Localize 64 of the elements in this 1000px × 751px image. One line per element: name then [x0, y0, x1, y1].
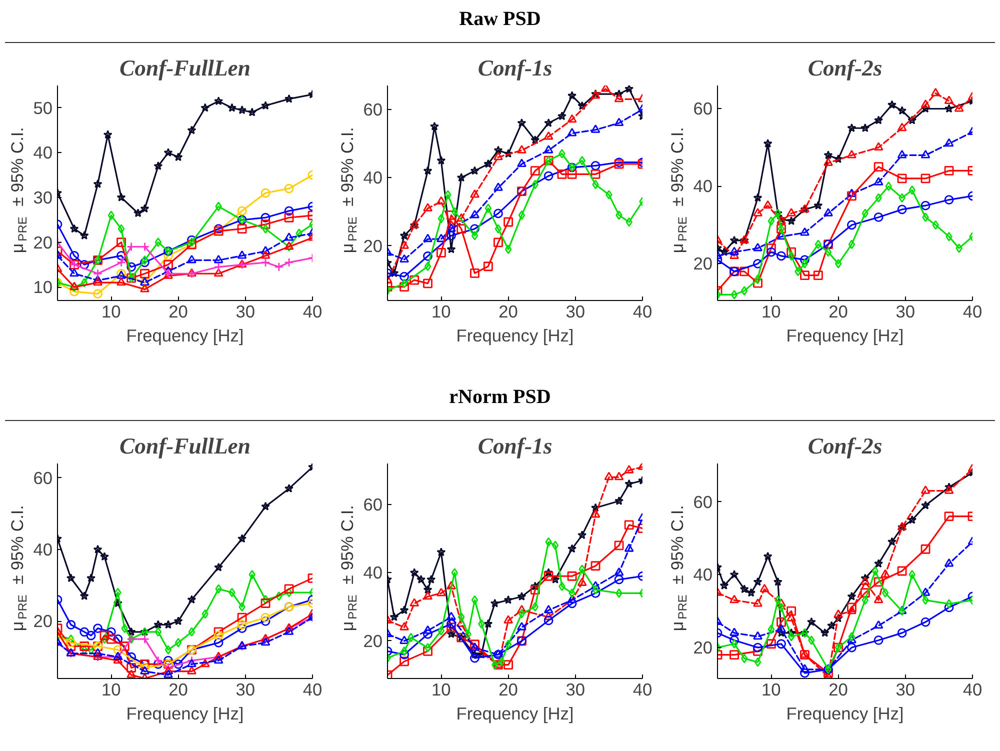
y-tick-label: 40 [693, 564, 713, 585]
y-axis-title: μPRE ± 95% C.I. [668, 127, 690, 254]
y-tick-label: 20 [33, 611, 53, 632]
chart-title: Conf-1s [478, 434, 552, 458]
x-axis-title: Frequency [Hz] [126, 326, 244, 346]
y-tick-label: 60 [363, 99, 383, 120]
y-tick-label: 40 [33, 142, 53, 163]
y-axis-title: μPRE ± 95% C.I. [338, 127, 360, 254]
x-tick-label: 40 [962, 302, 982, 322]
x-tick-label: 40 [632, 680, 652, 700]
x-axis-title: Frequency [Hz] [786, 326, 904, 346]
y-axis-title: μPRE ± 95% C.I. [8, 505, 30, 632]
x-tick-label: 10 [432, 302, 451, 322]
text: Raw PSD [459, 7, 541, 32]
x-tick-label: 20 [828, 302, 848, 322]
x-axis-title: Frequency [Hz] [786, 704, 904, 724]
chart-title: Conf-FullLen [120, 434, 250, 458]
y-tick-label: 30 [33, 187, 53, 208]
x-tick-label: 10 [762, 302, 781, 322]
x-tick-label: 30 [566, 302, 586, 322]
y-tick-label: 10 [33, 277, 53, 298]
y-axis-title: μPRE ± 95% C.I. [668, 505, 690, 632]
x-axis-title: Frequency [Hz] [126, 704, 244, 724]
text: rNorm PSD [449, 385, 551, 410]
x-tick-label: 40 [302, 302, 322, 322]
y-tick-label: 50 [33, 98, 53, 118]
y-axis-title: μPRE ± 95% C.I. [8, 127, 30, 254]
x-tick-label: 30 [896, 680, 916, 700]
x-tick-label: 40 [632, 302, 652, 322]
x-tick-label: 20 [168, 680, 188, 700]
y-tick-label: 60 [363, 494, 383, 514]
x-tick-label: 30 [236, 302, 256, 322]
x-axis-title: Frequency [Hz] [456, 704, 574, 724]
x-tick-label: 40 [962, 680, 982, 700]
chart-title: Conf-1s [478, 56, 552, 80]
y-tick-label: 20 [363, 236, 383, 256]
x-tick-label: 20 [498, 302, 518, 322]
x-tick-label: 10 [102, 302, 121, 322]
y-tick-label: 20 [33, 232, 53, 252]
x-tick-label: 10 [432, 680, 451, 700]
y-tick-label: 60 [693, 98, 713, 119]
chart-title: Conf-FullLen [120, 56, 250, 80]
y-tick-label: 40 [693, 176, 713, 196]
x-tick-label: 30 [236, 680, 256, 700]
y-tick-label: 60 [33, 468, 53, 488]
x-axis-title: Frequency [Hz] [456, 326, 574, 346]
y-tick-label: 60 [693, 492, 713, 512]
chart-title: Conf-2s [808, 434, 882, 458]
x-tick-label: 10 [762, 680, 781, 700]
x-tick-label: 20 [168, 302, 188, 322]
y-tick-label: 40 [33, 540, 53, 560]
y-tick-label: 40 [363, 168, 383, 188]
x-tick-label: 30 [896, 302, 916, 322]
y-tick-label: 20 [363, 630, 383, 651]
x-tick-label: 20 [828, 680, 848, 700]
y-tick-label: 20 [693, 638, 713, 658]
x-tick-label: 10 [102, 680, 121, 700]
x-tick-label: 20 [498, 680, 518, 700]
y-tick-label: 40 [363, 562, 383, 583]
x-tick-label: 40 [302, 680, 322, 700]
y-axis-title: μPRE ± 95% C.I. [338, 505, 360, 632]
chart-title: Conf-2s [808, 56, 882, 80]
y-tick-label: 20 [693, 254, 713, 274]
x-tick-label: 30 [566, 680, 586, 700]
